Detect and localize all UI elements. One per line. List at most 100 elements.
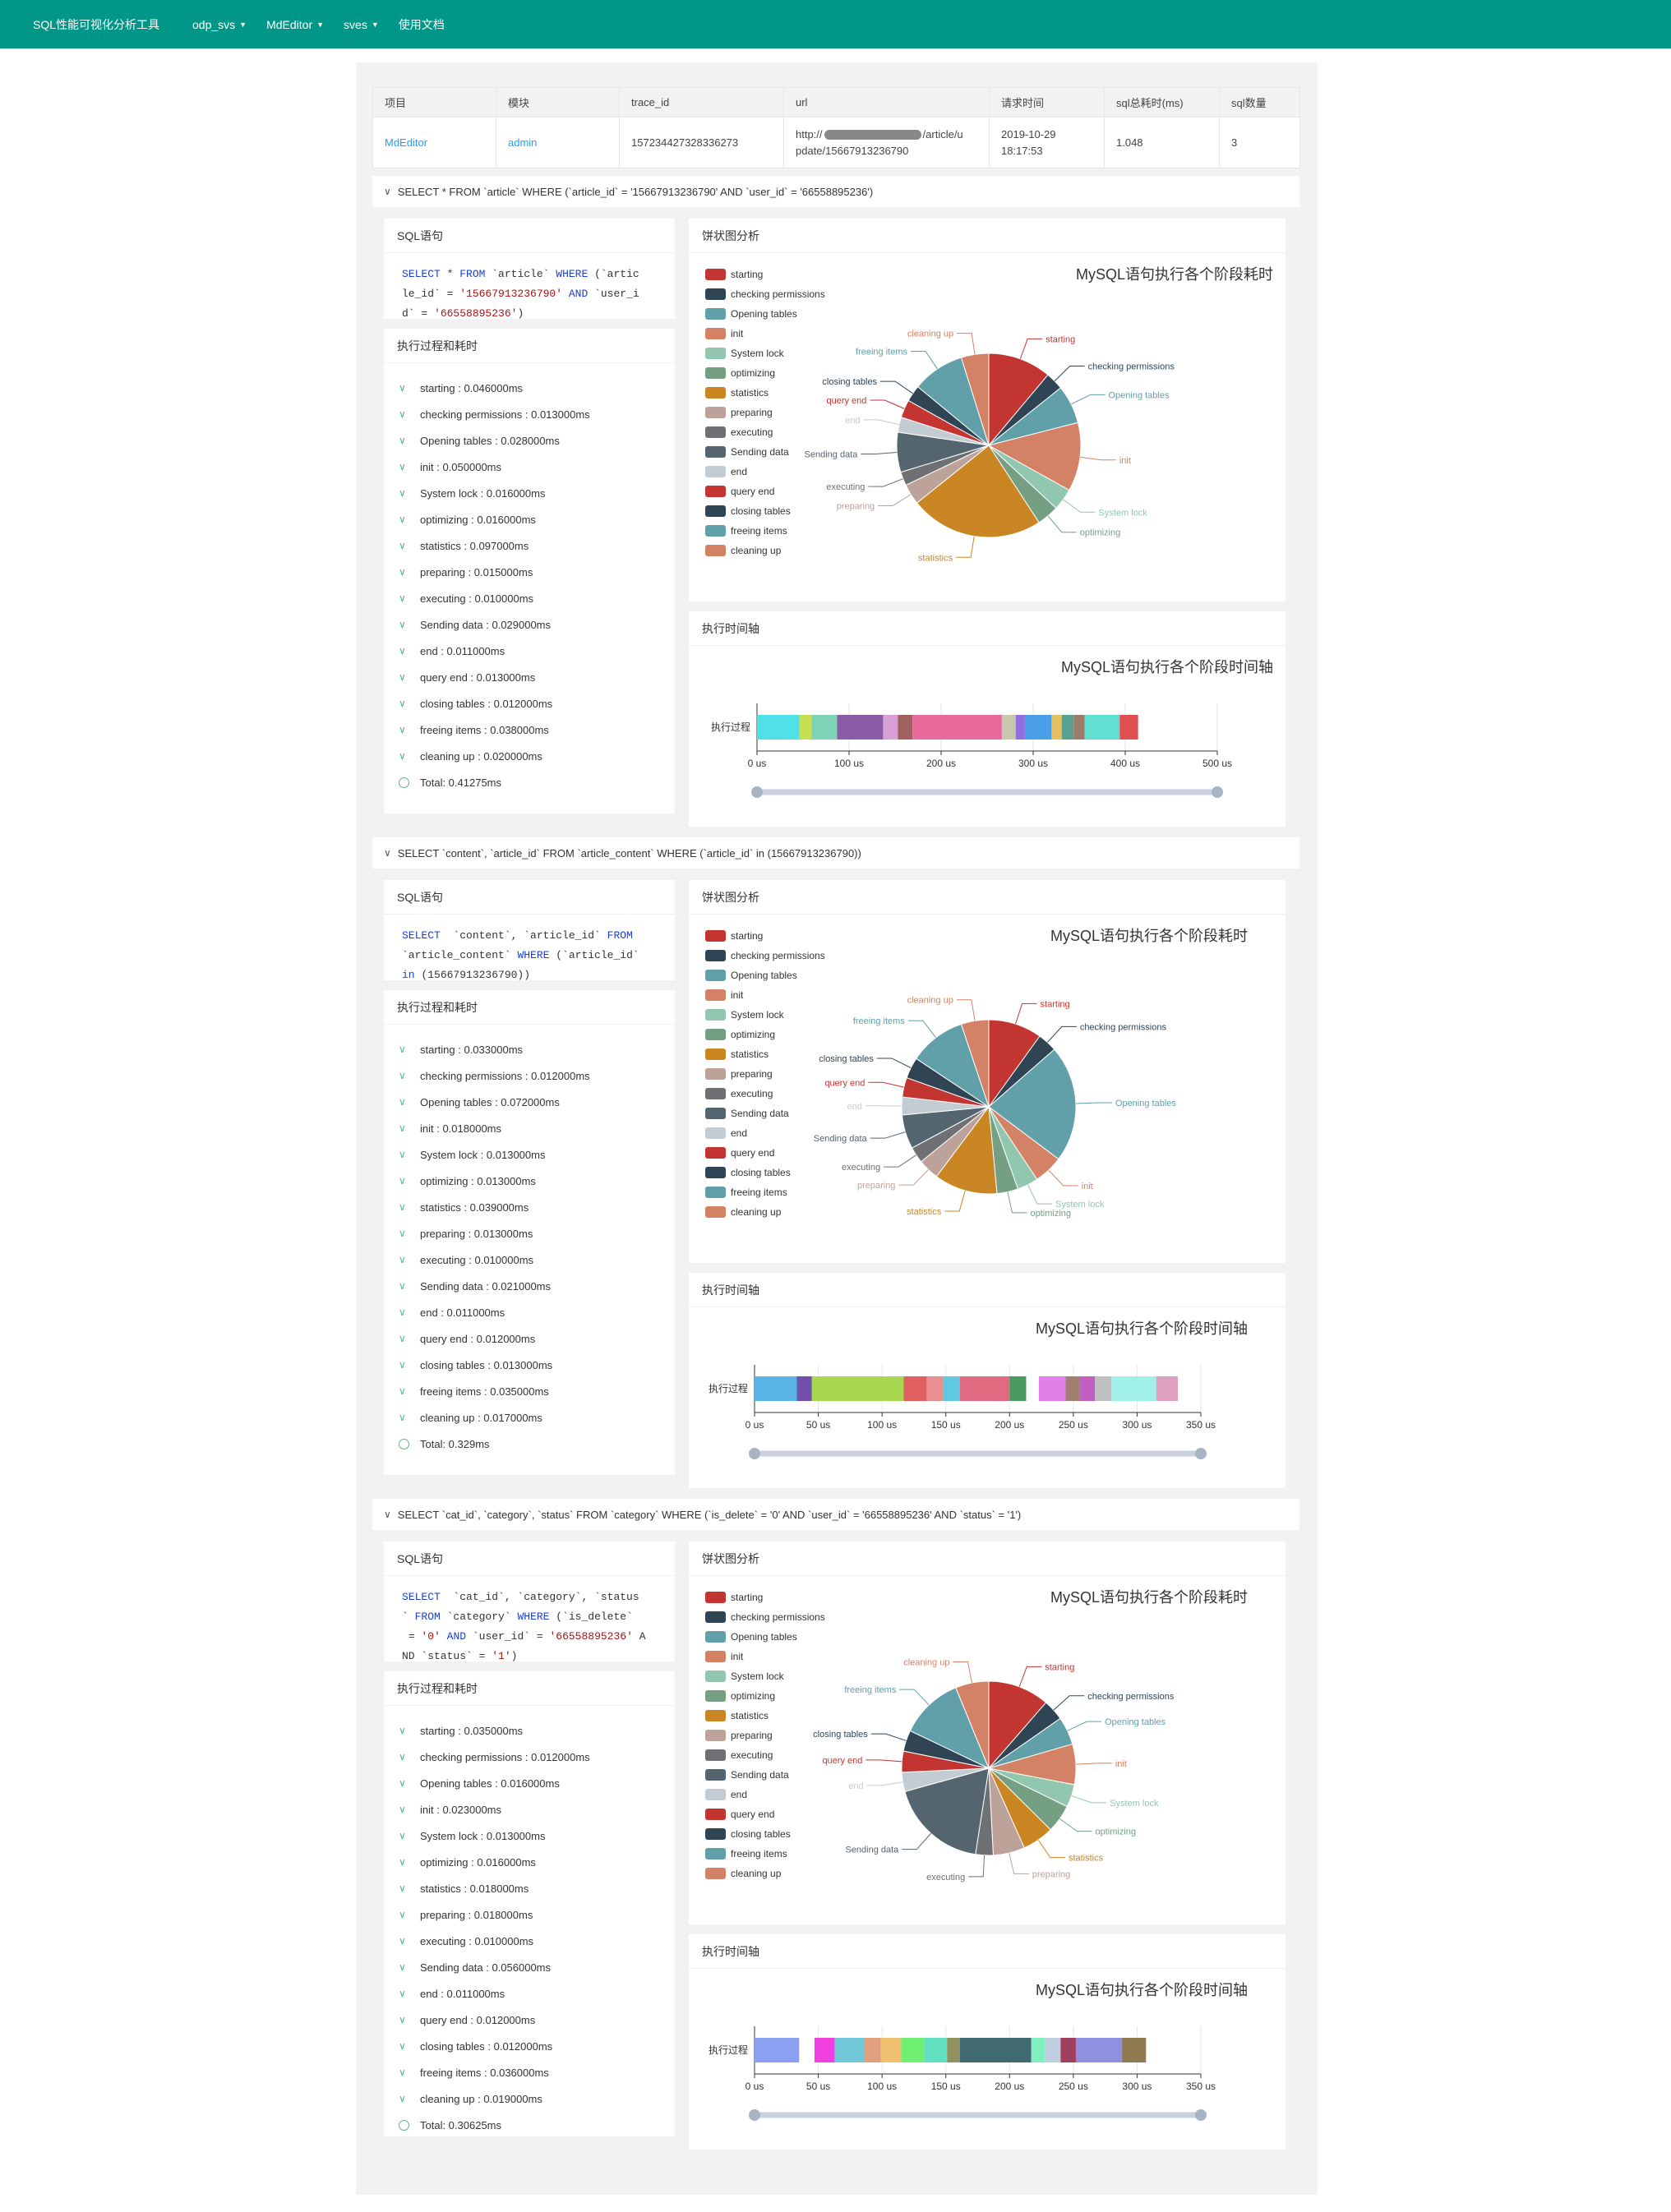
legend-item[interactable]: starting <box>705 926 825 946</box>
legend-item[interactable]: checking permissions <box>705 1607 825 1627</box>
step-item[interactable]: ∨ Opening tables : 0.016000ms <box>384 1770 675 1796</box>
pie-slice[interactable] <box>988 1048 1077 1160</box>
step-item[interactable]: ∨ starting : 0.033000ms <box>384 1036 675 1062</box>
timeline-segment[interactable] <box>1095 1376 1112 1401</box>
timeline-segment[interactable] <box>796 1376 812 1401</box>
legend-item[interactable]: checking permissions <box>705 284 825 304</box>
pie-slice[interactable] <box>916 1023 990 1108</box>
step-item[interactable]: ∨ Sending data : 0.021000ms <box>384 1273 675 1299</box>
timeline-segment[interactable] <box>1045 2038 1061 2062</box>
timeline-segment[interactable] <box>1119 715 1138 740</box>
legend-item[interactable]: executing <box>705 1745 825 1765</box>
pie-slice[interactable] <box>904 1767 990 1855</box>
timeline-segment[interactable] <box>1121 2038 1147 2062</box>
timeline-segment[interactable] <box>1156 1376 1179 1401</box>
legend-item[interactable]: preparing <box>705 403 825 422</box>
step-item[interactable]: ∨ statistics : 0.097000ms <box>384 532 675 559</box>
timeline-segment[interactable] <box>814 2038 835 2062</box>
legend-item[interactable]: closing tables <box>705 1824 825 1844</box>
step-item[interactable]: ∨ init : 0.018000ms <box>384 1115 675 1141</box>
menu-sves[interactable]: sves ▼ <box>344 18 379 31</box>
legend-item[interactable]: closing tables <box>705 1163 825 1182</box>
query-header-1[interactable]: ∨ SELECT * FROM `article` WHERE (`article… <box>372 176 1299 207</box>
step-item[interactable]: ∨ optimizing : 0.013000ms <box>384 1168 675 1194</box>
legend-item[interactable]: cleaning up <box>705 1864 825 1883</box>
step-item[interactable]: ∨ statistics : 0.018000ms <box>384 1875 675 1901</box>
legend-item[interactable]: init <box>705 1647 825 1666</box>
zoom-slider-handle-right[interactable] <box>1195 2109 1207 2121</box>
timeline-segment[interactable] <box>1009 1376 1027 1401</box>
step-item[interactable]: ∨ Opening tables : 0.028000ms <box>384 427 675 454</box>
legend-item[interactable]: freeing items <box>705 1844 825 1864</box>
legend-item[interactable]: executing <box>705 1084 825 1104</box>
timeline-segment[interactable] <box>1038 1376 1066 1401</box>
step-item[interactable]: ∨ cleaning up : 0.019000ms <box>384 2085 675 2112</box>
step-item[interactable]: ∨ starting : 0.035000ms <box>384 1717 675 1744</box>
menu-odp-svs[interactable]: odp_svs ▼ <box>192 18 247 31</box>
timeline-segment[interactable] <box>959 2038 1032 2062</box>
legend-item[interactable]: init <box>705 985 825 1005</box>
step-item[interactable]: ∨ init : 0.023000ms <box>384 1796 675 1823</box>
step-item[interactable]: ∨ optimizing : 0.016000ms <box>384 506 675 532</box>
step-item[interactable]: ∨ query end : 0.012000ms <box>384 2007 675 2033</box>
zoom-slider-handle-left[interactable] <box>749 2109 760 2121</box>
step-item[interactable]: ∨ closing tables : 0.013000ms <box>384 1352 675 1378</box>
step-item[interactable]: ∨ executing : 0.010000ms <box>384 1247 675 1273</box>
step-item[interactable]: ∨ cleaning up : 0.017000ms <box>384 1404 675 1431</box>
pie-slice[interactable] <box>916 445 1040 538</box>
step-item[interactable]: ∨ query end : 0.012000ms <box>384 1325 675 1352</box>
step-item[interactable]: ∨ executing : 0.010000ms <box>384 1928 675 1954</box>
timeline-segment[interactable] <box>880 2038 902 2062</box>
step-item[interactable]: ∨ Opening tables : 0.072000ms <box>384 1089 675 1115</box>
step-item[interactable]: ∨ end : 0.011000ms <box>384 638 675 664</box>
legend-item[interactable]: checking permissions <box>705 946 825 965</box>
menu-docs[interactable]: 使用文档 <box>399 16 445 33</box>
timeline-segment[interactable] <box>811 715 838 740</box>
timeline-segment[interactable] <box>901 2038 925 2062</box>
timeline-segment[interactable] <box>755 1376 797 1401</box>
timeline-segment[interactable] <box>1061 715 1074 740</box>
timeline-segment[interactable] <box>883 715 898 740</box>
step-item[interactable]: ∨ query end : 0.013000ms <box>384 664 675 690</box>
legend-item[interactable]: statistics <box>705 1706 825 1726</box>
legend-item[interactable]: Sending data <box>705 1104 825 1123</box>
legend-item[interactable]: statistics <box>705 1044 825 1064</box>
step-item[interactable]: ∨ end : 0.011000ms <box>384 1299 675 1325</box>
timeline-segment[interactable] <box>864 2038 881 2062</box>
step-item[interactable]: ∨ preparing : 0.013000ms <box>384 1220 675 1247</box>
pie-slice[interactable] <box>960 353 990 446</box>
legend-item[interactable]: optimizing <box>705 1686 825 1706</box>
step-item[interactable]: ∨ closing tables : 0.012000ms <box>384 690 675 717</box>
step-item[interactable]: ∨ Sending data : 0.029000ms <box>384 611 675 638</box>
timeline-segment[interactable] <box>1001 715 1016 740</box>
project-link[interactable]: MdEditor <box>385 136 428 149</box>
legend-item[interactable]: freeing items <box>705 521 825 541</box>
query-header-3[interactable]: ∨ SELECT `cat_id`, `category`, `status` F… <box>372 1499 1299 1530</box>
step-item[interactable]: ∨ freeing items : 0.038000ms <box>384 717 675 743</box>
timeline-segment[interactable] <box>1075 2038 1122 2062</box>
step-item[interactable]: ∨ cleaning up : 0.020000ms <box>384 743 675 769</box>
timeline-segment[interactable] <box>1084 715 1120 740</box>
timeline-segment[interactable] <box>1024 715 1052 740</box>
legend-item[interactable]: Opening tables <box>705 1627 825 1647</box>
step-item[interactable]: ∨ System lock : 0.013000ms <box>384 1823 675 1849</box>
pie-slice[interactable] <box>988 353 1049 447</box>
zoom-slider-handle-left[interactable] <box>749 1448 760 1459</box>
timeline-segment[interactable] <box>834 2038 865 2062</box>
legend-item[interactable]: Sending data <box>705 442 825 462</box>
pie-slice[interactable] <box>909 1687 990 1770</box>
legend-item[interactable]: closing tables <box>705 501 825 521</box>
legend-item[interactable]: System lock <box>705 343 825 363</box>
step-item[interactable]: ∨ starting : 0.046000ms <box>384 375 675 401</box>
legend-item[interactable]: starting <box>705 265 825 284</box>
step-item[interactable]: ∨ optimizing : 0.016000ms <box>384 1849 675 1875</box>
legend-item[interactable]: optimizing <box>705 1025 825 1044</box>
timeline-segment[interactable] <box>898 715 913 740</box>
step-item[interactable]: ∨ statistics : 0.039000ms <box>384 1194 675 1220</box>
legend-item[interactable]: query end <box>705 1143 825 1163</box>
timeline-segment[interactable] <box>926 1376 944 1401</box>
legend-item[interactable]: cleaning up <box>705 541 825 560</box>
timeline-segment[interactable] <box>1111 1376 1156 1401</box>
legend-item[interactable]: end <box>705 1785 825 1804</box>
legend-item[interactable]: executing <box>705 422 825 442</box>
